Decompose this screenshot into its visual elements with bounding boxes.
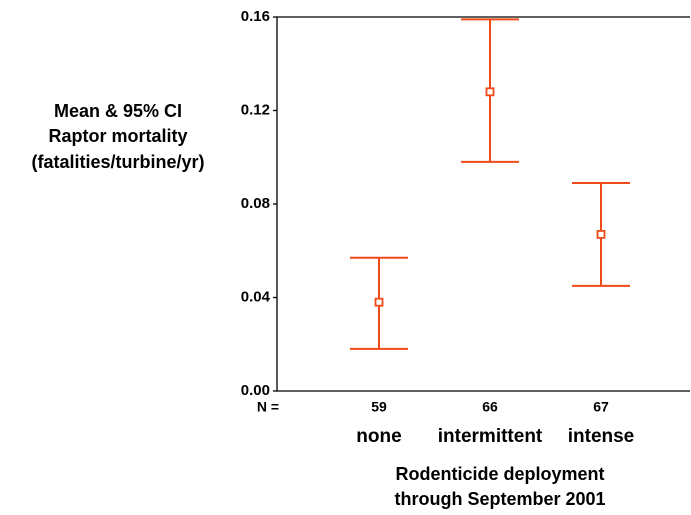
mean-marker	[374, 297, 384, 307]
n-value: 67	[593, 399, 609, 415]
mean-marker	[596, 229, 606, 239]
n-label: N =	[257, 399, 279, 415]
x-tick-label: none	[356, 426, 401, 447]
x-label: Rodenticide deployment	[395, 464, 604, 484]
y-tick-label: 0.12	[241, 101, 270, 118]
y-label: Raptor mortality	[48, 126, 187, 146]
n-value: 66	[482, 399, 498, 415]
mean-marker	[485, 87, 495, 97]
x-tick-label: intermittent	[438, 426, 543, 447]
x-tick-label: intense	[568, 426, 635, 447]
y-tick-label: 0.08	[241, 195, 270, 212]
x-label: through September 2001	[394, 489, 605, 509]
y-label: Mean & 95% CI	[54, 101, 182, 121]
y-tick-label: 0.16	[241, 8, 270, 25]
y-label: (fatalities/turbine/yr)	[31, 152, 204, 172]
y-tick-label: 0.04	[241, 288, 271, 305]
y-tick-label: 0.00	[241, 382, 270, 399]
n-value: 59	[371, 399, 387, 415]
